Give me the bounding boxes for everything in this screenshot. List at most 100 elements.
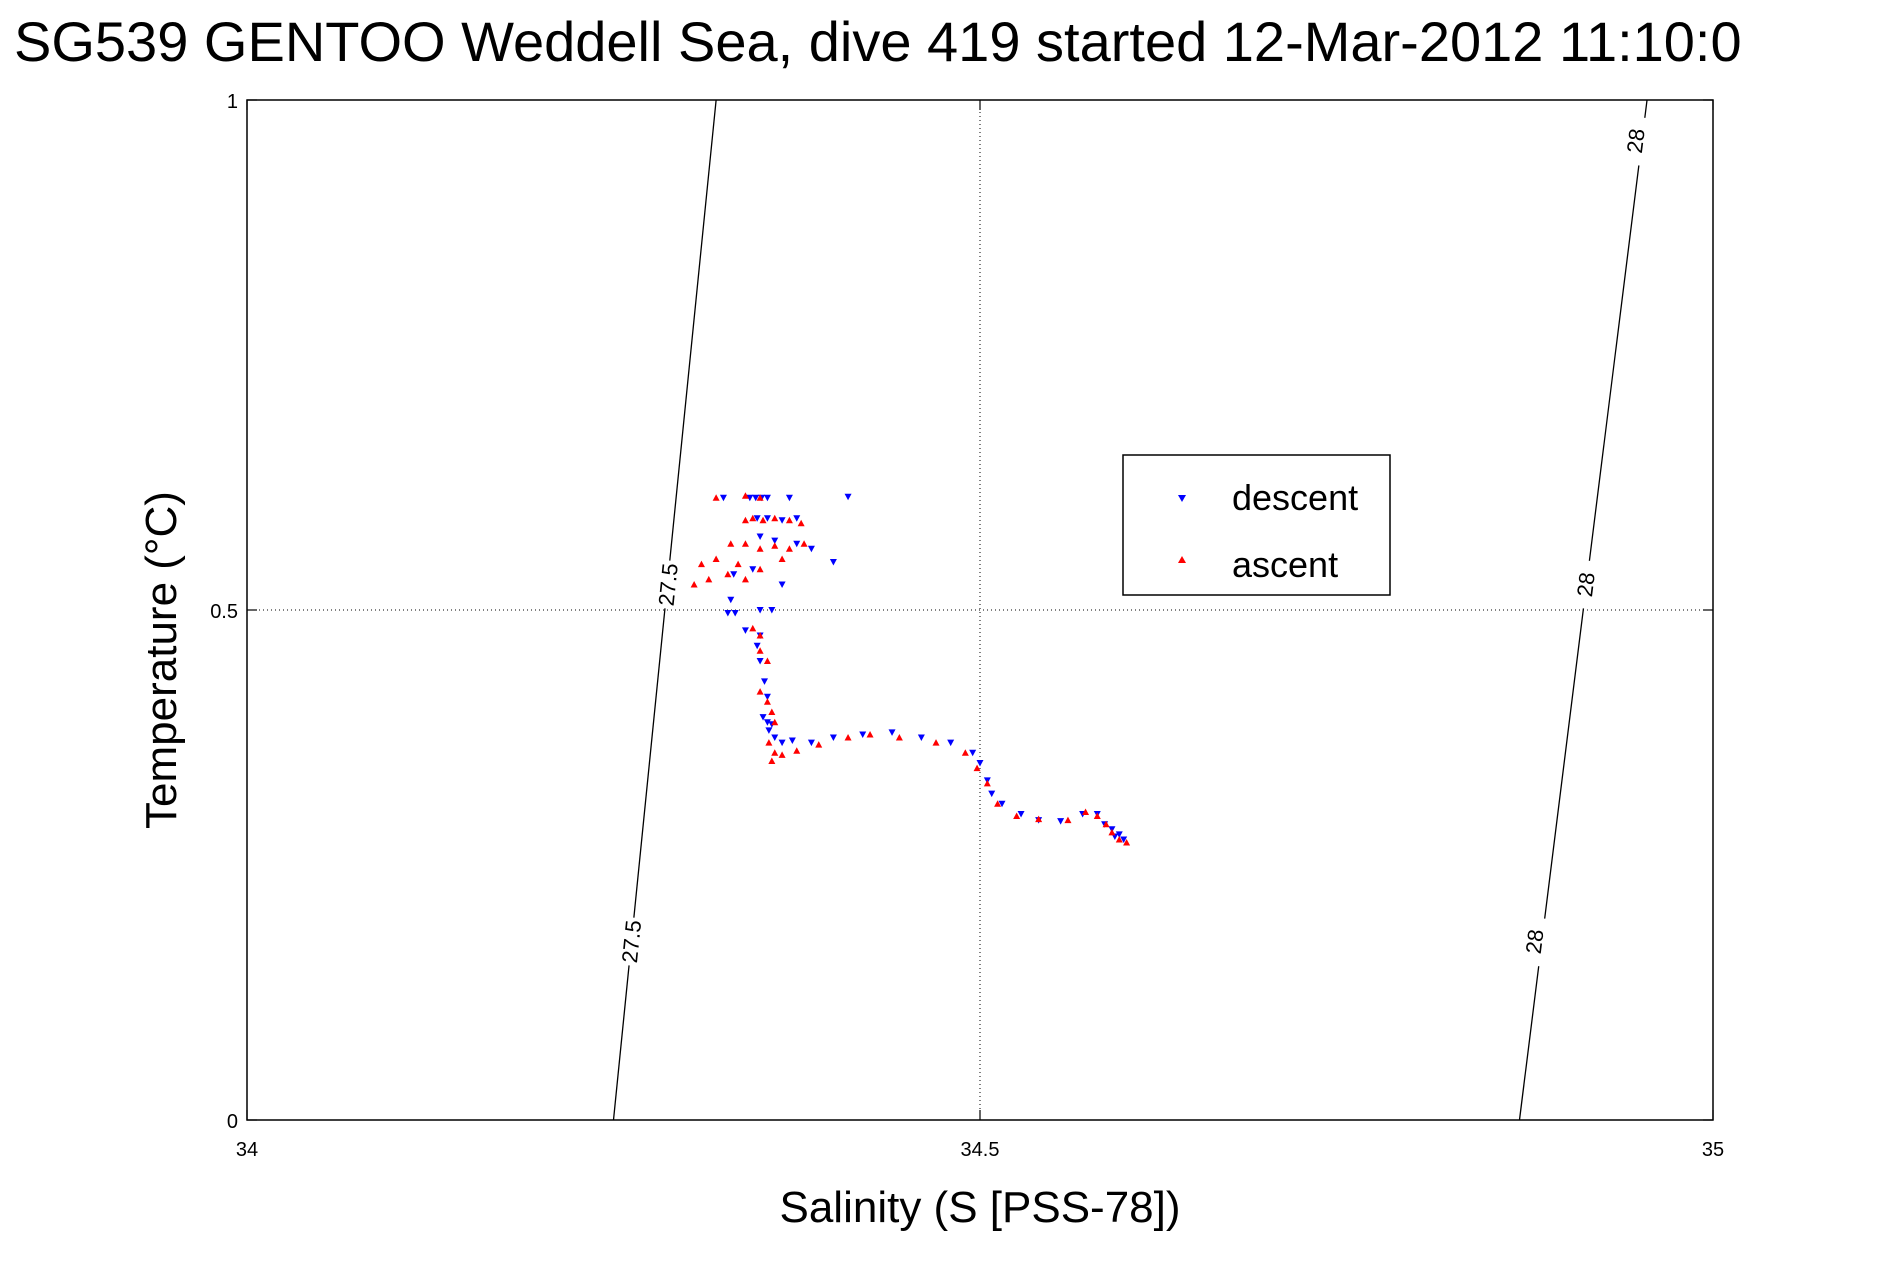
- descent-point: [749, 566, 757, 573]
- chart-title: SG539 GENTOO Weddell Sea, dive 419 start…: [14, 10, 1742, 73]
- isopycnal-label: 28: [1521, 928, 1549, 955]
- x-tick-label: 35: [1702, 1139, 1724, 1161]
- isopycnal-label-bg: [616, 916, 646, 967]
- descent-point: [753, 642, 761, 650]
- ascent-point: [793, 747, 801, 754]
- descent-point: [1017, 811, 1025, 818]
- descent-point: [763, 515, 771, 522]
- ascent-point: [741, 492, 749, 499]
- ascent-point: [756, 647, 764, 654]
- ascent-point: [768, 757, 776, 764]
- ascent-point: [778, 751, 786, 758]
- ascent-point: [1035, 815, 1043, 823]
- descent-point: [741, 627, 749, 634]
- descent-point: [793, 540, 801, 548]
- descent-point: [752, 494, 760, 502]
- descent-point: [724, 610, 732, 617]
- ascent-point: [973, 764, 981, 772]
- legend-descent-marker: [1178, 495, 1186, 502]
- ascent-point: [866, 730, 874, 738]
- ascent-point: [1123, 839, 1131, 846]
- ascent-point: [712, 555, 720, 562]
- legend-ascent-marker: [1178, 556, 1186, 563]
- ascent-point: [712, 494, 720, 501]
- descent-point: [727, 596, 735, 604]
- y-tick-label: 0: [227, 1111, 238, 1133]
- ascent-point: [690, 581, 698, 588]
- descent-point: [969, 749, 977, 757]
- legend-box: [1122, 454, 1391, 596]
- ascent-point: [778, 555, 786, 562]
- ascent-point: [734, 560, 742, 568]
- ascent-point: [741, 516, 749, 524]
- ascent-point: [895, 734, 903, 741]
- descent-point: [793, 515, 801, 522]
- ascent-point: [771, 542, 779, 549]
- ascent-point: [1108, 828, 1116, 836]
- ascent-point: [797, 519, 805, 527]
- isopycnal-label: 27.5: [617, 919, 646, 964]
- descent-point: [888, 729, 896, 736]
- ascent-point: [765, 739, 773, 746]
- descent-point: [1115, 831, 1123, 838]
- ascent-point: [705, 575, 713, 583]
- isopycnal-label-bg: [1620, 115, 1651, 167]
- ascent-point: [815, 741, 823, 748]
- ascent-point: [1064, 816, 1072, 824]
- ascent-point: [771, 749, 779, 756]
- descent-point: [771, 734, 779, 741]
- ascent-point: [756, 688, 764, 695]
- y-tick-label: 1: [227, 91, 238, 113]
- descent-point: [731, 610, 739, 617]
- ascent-point: [932, 739, 940, 746]
- descent-point: [829, 559, 837, 566]
- ascent-point: [1082, 808, 1090, 815]
- ascent-point: [1102, 820, 1110, 828]
- ascent-point: [844, 734, 852, 741]
- descent-point: [763, 494, 771, 502]
- ascent-point: [756, 494, 764, 501]
- descent-point: [778, 517, 786, 524]
- ascent-point: [771, 514, 779, 522]
- x-tick-label: 34.5: [961, 1139, 1000, 1161]
- descent-point: [778, 581, 786, 588]
- descent-point: [763, 693, 771, 701]
- descent-point: [988, 790, 996, 798]
- ascent-point: [961, 749, 969, 756]
- ascent-point: [1093, 812, 1101, 820]
- ascent-point: [771, 718, 779, 726]
- data-points: [690, 492, 1131, 846]
- descent-point: [768, 607, 776, 614]
- ascent-point: [1115, 836, 1123, 843]
- descent-point: [947, 739, 955, 747]
- ascent-point: [994, 800, 1002, 807]
- isopycnal-label-bg: [1570, 559, 1601, 610]
- descent-point: [756, 533, 764, 541]
- legend: descent ascent: [1122, 454, 1391, 596]
- descent-point: [719, 494, 727, 502]
- descent-point: [844, 493, 852, 501]
- isopycnal-label-bg: [653, 559, 683, 610]
- descent-point: [765, 727, 773, 734]
- ascent-point: [785, 516, 793, 524]
- legend-ascent-label: ascent: [1232, 544, 1338, 585]
- isopycnal-label: 28: [1622, 127, 1650, 154]
- x-tick-label: 34: [236, 1139, 258, 1161]
- legend-descent-label: descent: [1232, 477, 1358, 518]
- ascent-point: [724, 570, 732, 578]
- ascent-point: [763, 657, 771, 664]
- descent-point: [1120, 836, 1128, 843]
- descent-point: [807, 545, 815, 553]
- descent-point: [807, 739, 815, 747]
- ascent-point: [756, 632, 764, 639]
- descent-point: [746, 494, 754, 502]
- ascent-point: [749, 624, 757, 632]
- ascent-point: [785, 545, 793, 552]
- descent-point: [763, 719, 771, 726]
- x-axis-title: Salinity (S [PSS-78]): [779, 1183, 1180, 1232]
- descent-point: [771, 537, 779, 545]
- isopycnal-label: 28: [1572, 571, 1600, 598]
- descent-point: [730, 571, 738, 578]
- descent-point: [753, 515, 761, 522]
